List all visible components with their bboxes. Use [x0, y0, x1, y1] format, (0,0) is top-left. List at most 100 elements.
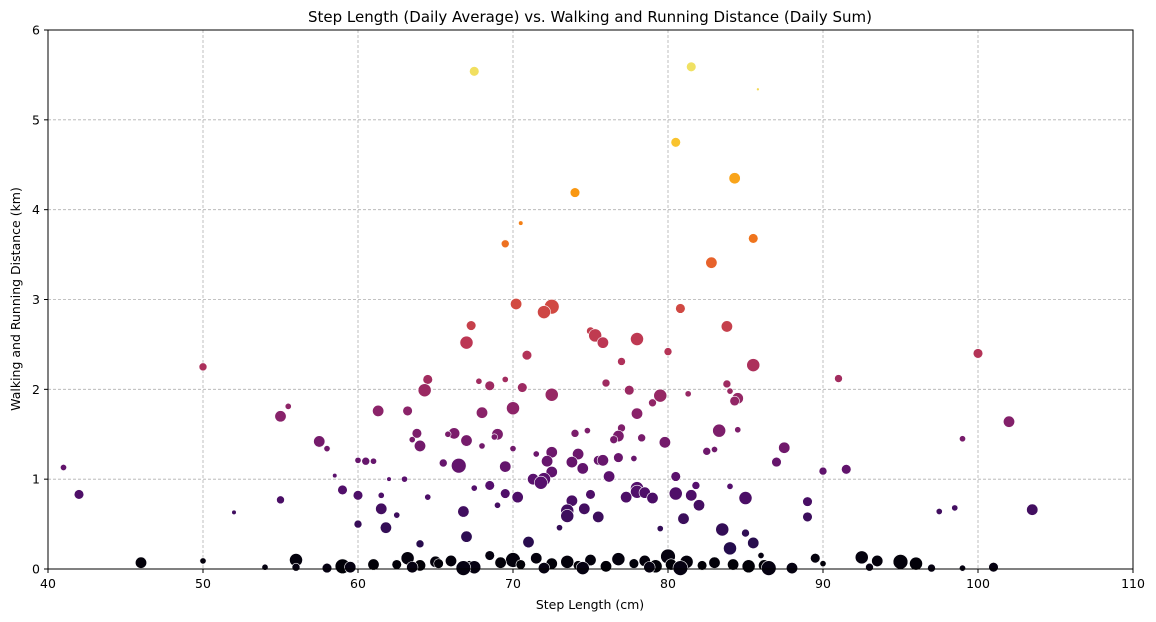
data-point	[291, 562, 301, 572]
data-point	[746, 358, 761, 372]
data-point	[460, 530, 473, 543]
data-point	[613, 452, 624, 463]
data-point	[748, 233, 759, 244]
data-point	[521, 350, 533, 361]
data-point	[854, 550, 869, 565]
data-point	[935, 508, 943, 515]
data-point	[60, 464, 67, 471]
data-point	[802, 496, 813, 507]
data-point	[465, 320, 477, 331]
data-point	[611, 552, 626, 566]
x-tick-label: 110	[1121, 576, 1145, 591]
data-point	[572, 448, 585, 461]
data-point	[501, 376, 509, 383]
data-point	[457, 505, 470, 518]
data-point	[565, 456, 578, 469]
data-point	[199, 557, 207, 565]
data-point	[417, 383, 432, 398]
data-point	[323, 445, 331, 453]
data-point	[375, 502, 388, 515]
data-point	[702, 447, 712, 456]
data-point	[761, 560, 777, 576]
data-point	[865, 562, 874, 572]
data-point	[484, 550, 495, 561]
data-point	[778, 441, 791, 454]
data-point	[354, 456, 362, 464]
data-point	[624, 385, 635, 396]
data-point	[511, 491, 524, 504]
data-point	[771, 456, 782, 468]
data-point	[352, 490, 364, 501]
data-point	[391, 559, 402, 570]
data-point	[284, 402, 292, 410]
data-point	[517, 382, 528, 393]
data-point	[469, 66, 480, 77]
data-point	[377, 491, 385, 499]
data-point	[73, 489, 85, 500]
y-tick-label: 3	[32, 292, 40, 307]
data-point	[500, 239, 510, 249]
data-point	[534, 475, 548, 490]
data-point	[722, 379, 732, 389]
x-tick-label: 70	[505, 576, 521, 591]
data-point	[668, 486, 683, 501]
x-tick-label: 40	[40, 576, 56, 591]
data-point	[353, 519, 363, 529]
data-point	[756, 87, 760, 92]
data-point	[386, 476, 392, 482]
data-point	[599, 560, 612, 573]
data-point	[734, 426, 742, 434]
data-point	[819, 560, 827, 568]
data-point	[361, 456, 371, 466]
data-point	[802, 511, 813, 523]
data-point	[570, 429, 580, 438]
data-point	[337, 484, 348, 496]
data-point	[592, 510, 605, 523]
data-point	[569, 187, 581, 198]
data-point	[705, 256, 718, 269]
data-point	[198, 362, 208, 372]
data-point	[892, 554, 909, 570]
data-point	[509, 445, 517, 453]
data-point	[313, 435, 326, 448]
data-point	[810, 553, 821, 564]
data-point	[444, 430, 452, 438]
data-point	[475, 377, 483, 385]
data-point	[834, 374, 843, 383]
data-point	[959, 435, 966, 443]
data-point	[499, 460, 512, 473]
data-point	[135, 556, 148, 569]
grid	[47, 29, 1134, 570]
data-point	[401, 475, 408, 483]
data-point	[455, 560, 472, 576]
y-tick-label: 0	[32, 562, 40, 577]
data-point	[643, 561, 656, 574]
data-point	[413, 439, 426, 452]
data-point	[556, 524, 563, 532]
data-point	[402, 405, 413, 417]
data-point	[601, 378, 611, 388]
axis-ticks: 40 50 60 70 80 90 100 110 0 1 2 3 4 5 6	[32, 23, 1145, 592]
data-point	[723, 541, 737, 556]
y-tick-label: 1	[32, 472, 40, 487]
y-axis-label: Walking and Running Distance (km)	[8, 187, 23, 411]
data-point	[818, 466, 828, 476]
data-point	[712, 423, 727, 438]
data-point	[500, 488, 511, 499]
data-point	[494, 501, 501, 509]
data-point	[494, 556, 507, 569]
data-point	[696, 560, 708, 571]
data-point	[620, 491, 633, 504]
data-point	[637, 433, 646, 443]
data-point	[670, 471, 681, 482]
data-point	[510, 297, 523, 310]
data-point	[684, 390, 692, 398]
data-point	[692, 499, 705, 512]
data-point	[686, 61, 697, 72]
data-point	[451, 457, 467, 474]
data-point	[646, 492, 659, 505]
data-point	[415, 539, 425, 549]
data-point	[653, 388, 668, 403]
y-tick-label: 6	[32, 23, 40, 38]
data-point	[578, 502, 591, 515]
